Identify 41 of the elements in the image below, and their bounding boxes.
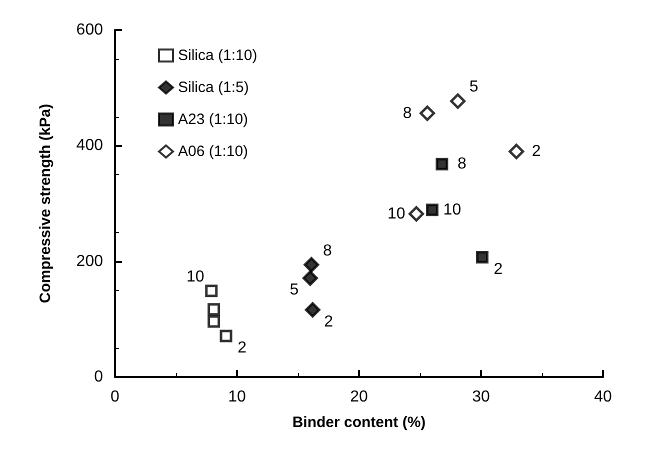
- y-tick-label: 0: [94, 368, 104, 386]
- point: [220, 330, 232, 342]
- point: [508, 144, 524, 160]
- x-tick-label: 0: [110, 388, 120, 406]
- point: [450, 93, 466, 109]
- point: [408, 206, 424, 222]
- annotation: 10: [387, 205, 406, 222]
- annotation: 2: [238, 339, 247, 356]
- legend-label: Silica (1:10): [178, 47, 258, 64]
- point: [304, 257, 320, 273]
- point: [304, 302, 320, 318]
- point: [208, 315, 220, 328]
- x-tick-label: 30: [472, 388, 490, 406]
- x-axis-title: Binder content (%): [292, 414, 426, 431]
- annotation: 8: [322, 242, 332, 260]
- x-tick-label: 20: [350, 388, 368, 406]
- point: [426, 204, 438, 216]
- point: [208, 303, 220, 316]
- annotation: 2: [494, 260, 503, 278]
- x-tick-label: 40: [594, 388, 612, 406]
- annotation: 2: [532, 142, 541, 160]
- legend-label: Silica (1:5): [178, 79, 249, 96]
- legend-label: A06 (1:10): [178, 143, 248, 160]
- annotation: 5: [290, 282, 299, 299]
- point: [436, 158, 448, 170]
- point: [476, 251, 488, 264]
- annotation: 8: [458, 156, 467, 173]
- y-tick-label: 200: [76, 252, 104, 270]
- point: [420, 106, 436, 122]
- point: [205, 284, 218, 298]
- y-tick-label: 400: [76, 137, 104, 154]
- annotation: 5: [469, 78, 478, 96]
- annotation: 10: [443, 201, 462, 218]
- y-tick-label: 600: [76, 22, 104, 38]
- annotation: 2: [324, 313, 334, 330]
- y-axis-title: Compressive strength (kPa): [37, 104, 54, 304]
- x-tick-label: 10: [228, 388, 246, 406]
- point: [302, 270, 318, 286]
- annotation: 10: [186, 268, 204, 286]
- annotation: 8: [402, 104, 412, 122]
- legend-label: A23 (1:10): [178, 111, 248, 128]
